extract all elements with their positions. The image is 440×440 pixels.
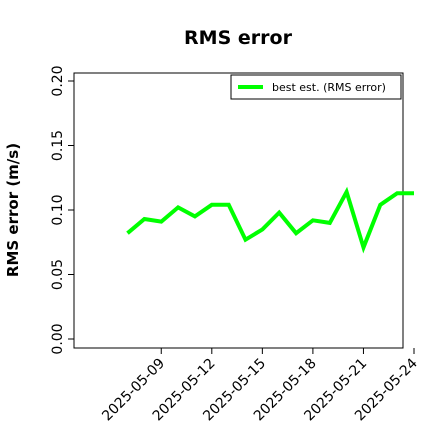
y-axis-label: RMS error (m/s) (4, 143, 22, 277)
legend-label: best est. (RMS error) (272, 81, 386, 94)
y-tick-label: 0.10 (50, 194, 66, 225)
legend: best est. (RMS error) (230, 74, 402, 100)
y-axis: 0.00 0.05 0.10 0.15 0.20 (50, 65, 74, 355)
series-line (126, 186, 414, 254)
chart-title: RMS error (184, 27, 293, 49)
y-tick-label: 0.20 (50, 65, 66, 96)
y-tick-label: 0.05 (50, 259, 66, 290)
x-axis: 2025-05-092025-05-122025-05-152025-05-18… (99, 348, 421, 424)
y-tick-label: 0.00 (50, 323, 66, 354)
y-tick-label: 0.15 (50, 130, 66, 161)
series-layer (126, 186, 414, 254)
